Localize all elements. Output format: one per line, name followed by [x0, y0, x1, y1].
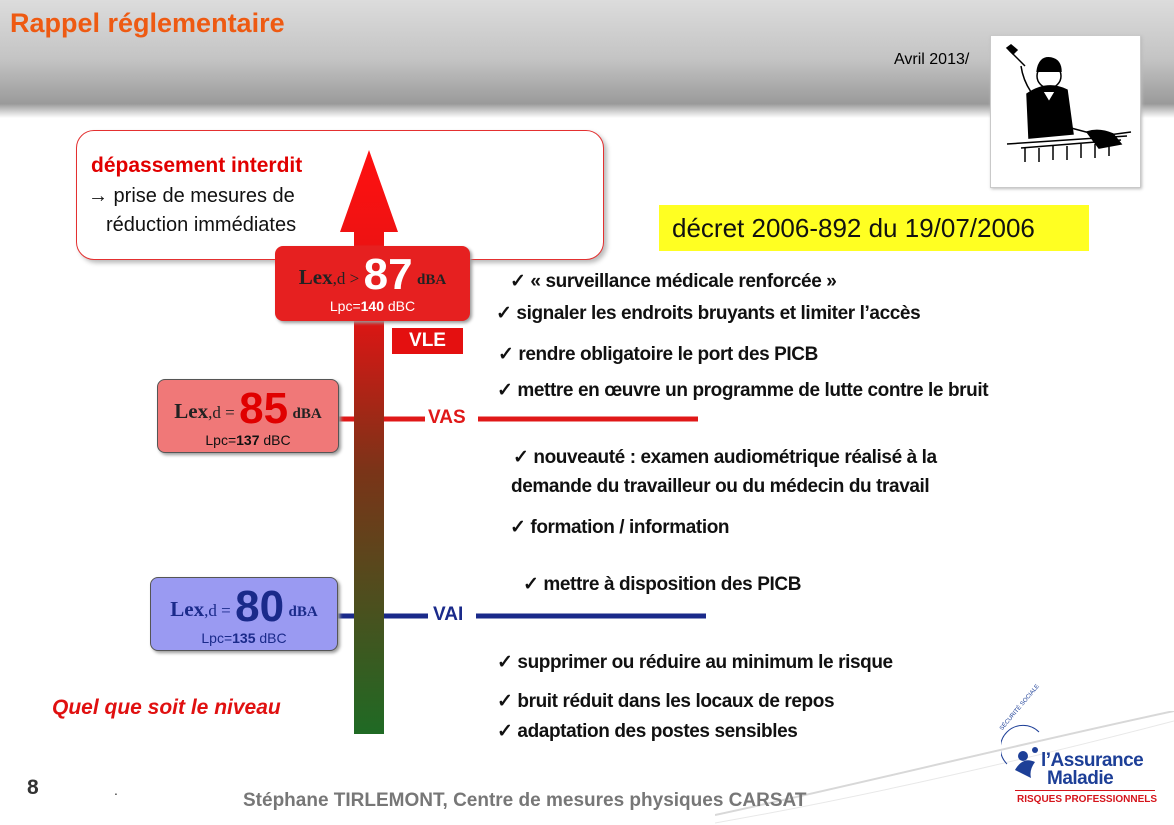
- footer-dot: .: [114, 782, 118, 798]
- level-80-value: 80: [235, 582, 285, 631]
- item-formation: ✓ formation / information: [510, 517, 730, 538]
- arrow-shape: [340, 150, 398, 734]
- level-87-unit: dBA: [417, 272, 447, 288]
- date-label: Avril 2013/: [894, 51, 970, 68]
- slide-title: Rappel réglementaire: [10, 8, 285, 38]
- level-85-lpc-prefix: Lpc=: [205, 432, 237, 448]
- item-port-picb: ✓ rendre obligatoire le port des PICB: [498, 344, 818, 365]
- warning-line-2: réduction immédiates: [106, 214, 297, 236]
- level-85-box: Lex,d = 85 dBA Lpc=137 dBC: [157, 379, 339, 453]
- decree-reference: décret 2006-892 du 19/07/2006: [659, 205, 1089, 251]
- footer-swoosh: [715, 711, 1174, 824]
- judge-illustration: [990, 35, 1141, 188]
- footer-author: Stéphane TIRLEMONT, Centre de mesures ph…: [243, 790, 807, 811]
- item-surveillance: ✓ « surveillance médicale renforcée »: [510, 271, 837, 292]
- level-87-lex: Lex: [298, 265, 333, 289]
- warning-box: [76, 130, 604, 260]
- item-nouveaute: ✓ nouveauté : examen audiométrique réali…: [513, 447, 937, 468]
- level-85-unit: dBA: [292, 406, 322, 422]
- level-87-sub: ,d >: [332, 269, 360, 288]
- level-80-lpc-unit: dBC: [255, 630, 287, 646]
- page-number: 8: [27, 776, 39, 799]
- item-adaptation: ✓ adaptation des postes sensibles: [497, 721, 798, 742]
- warning-title: dépassement interdit: [91, 154, 303, 177]
- assurance-maladie-logo: SÉCURITÉ SOCIALE l’Assurance Maladie RIS…: [995, 684, 1165, 814]
- level-87-lpc-unit: dBC: [383, 298, 416, 314]
- vle-label: VLE: [392, 328, 463, 354]
- item-bruit-reduit: ✓ bruit réduit dans les locaux de repos: [497, 691, 835, 712]
- warning-line-1: → prise de mesures de: [88, 185, 295, 207]
- level-85-lex: Lex: [174, 399, 209, 423]
- item-programme: ✓ mettre en œuvre un programme de lutte …: [497, 380, 989, 401]
- level-80-unit: dBA: [288, 604, 318, 620]
- level-80-sub: ,d =: [204, 601, 231, 620]
- vas-label: VAS: [428, 407, 466, 428]
- level-85-lpc-value: 137: [236, 432, 260, 448]
- level-80-lex: Lex: [170, 597, 205, 621]
- item-nouveaute-cont: demande du travailleur ou du médecin du …: [511, 476, 930, 497]
- level-87-value: 87: [363, 250, 413, 299]
- item-signaler: ✓ signaler les endroits bruyants et limi…: [496, 303, 921, 324]
- logo-rule: [1015, 790, 1155, 791]
- item-disposition-picb: ✓ mettre à disposition des PICB: [523, 574, 802, 595]
- logo-line-2: Maladie: [1047, 768, 1114, 789]
- header-band: [0, 0, 1174, 118]
- item-supprimer: ✓ supprimer ou réduire au minimum le ris…: [497, 652, 893, 673]
- vai-label: VAI: [433, 604, 464, 625]
- level-85-lpc-unit: dBC: [259, 432, 291, 448]
- level-85-sub: ,d =: [208, 403, 235, 422]
- level-87-lpc-value: 140: [360, 298, 384, 314]
- level-85-value: 85: [239, 384, 289, 433]
- any-level-label: Quel que soit le niveau: [52, 696, 281, 719]
- logo-line-3: RISQUES PROFESSIONNELS: [1017, 794, 1158, 805]
- level-80-lpc-prefix: Lpc=: [201, 630, 233, 646]
- logo-emblem-icon: [1001, 724, 1040, 778]
- level-87-box: Lex,d > 87 dBA Lpc=140 dBC: [275, 246, 470, 321]
- level-80-box: Lex,d = 80 dBA Lpc=135 dBC: [150, 577, 338, 651]
- level-87-lpc-prefix: Lpc=: [329, 298, 361, 314]
- logo-line-1: l’Assurance: [1041, 750, 1144, 771]
- level-80-lpc-value: 135: [232, 630, 256, 646]
